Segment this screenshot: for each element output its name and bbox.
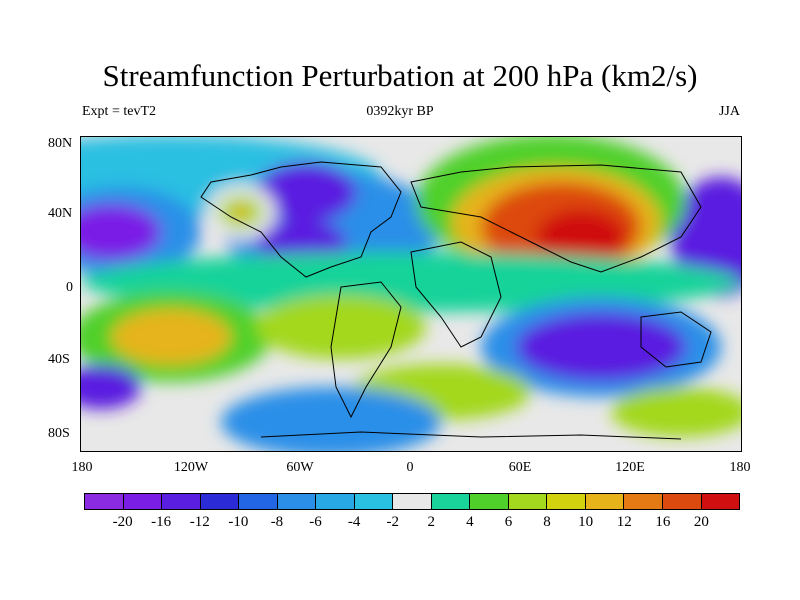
eurasia-coast [410, 164, 702, 273]
colorbar-box [239, 494, 278, 509]
lon-tick-120w: 120W [173, 460, 209, 475]
colorbar-box [200, 494, 240, 509]
colorbar-tick-label: 16 [655, 514, 671, 530]
field-indian-min [516, 313, 686, 381]
lat-tick-40n: 40N [48, 206, 73, 221]
colorbar-box [662, 494, 702, 509]
field-pacific-min [81, 204, 161, 260]
field-antarctic-min [221, 387, 441, 451]
experiment-label: Expt = tevT2 [82, 104, 156, 119]
colorbar-tick-label: 8 [543, 514, 551, 530]
colorbar-tick-label: -2 [386, 514, 399, 530]
colorbar-tick-label: -16 [151, 514, 172, 530]
colorbar-box [547, 494, 586, 509]
colorbar-box [701, 494, 740, 509]
field-west-min [81, 365, 141, 409]
south-america-coast [330, 281, 402, 419]
lat-tick-80n: 80N [48, 136, 73, 151]
streamfunction-map [81, 137, 741, 451]
field-south-pacific-max [111, 309, 231, 365]
colorbar-box [393, 494, 432, 509]
lat-tick-40s: 40S [48, 352, 70, 367]
colorbar-box [316, 494, 355, 509]
colorbar-tick-label: -4 [347, 514, 361, 530]
coastlines [200, 161, 712, 440]
colorbar-tick-label: -12 [189, 514, 210, 530]
colorbar-labels: -20 -16 -12 -10 -8 -6 -4 -2 2 4 6 8 10 12 16 20 [0, 514, 800, 534]
lon-tick-60e: 60E [508, 460, 532, 475]
lat-tick-0: 0 [66, 280, 73, 295]
field-south-america-max [256, 295, 426, 359]
field-eurasia-max [536, 209, 626, 265]
map-plot-area [80, 136, 742, 452]
colorbar-box [354, 494, 394, 509]
field-southern-ocean [611, 387, 741, 437]
lon-tick-0: 0 [406, 460, 414, 475]
plot-title: Streamfunction Perturbation at 200 hPa (… [102, 58, 698, 93]
colorbar-tick-label: 2 [427, 514, 436, 530]
australia-coast [640, 311, 712, 368]
colorbar-box [85, 494, 124, 509]
africa-coast [410, 241, 502, 348]
colorbar-tick-label: -6 [309, 514, 322, 530]
lat-tick-80s: 80S [48, 426, 70, 441]
lon-tick-60w: 60W [286, 460, 314, 475]
colorbar-tick-label: 10 [578, 514, 594, 530]
colorbar-tick-label: -20 [112, 514, 133, 530]
colorbar-box [470, 494, 509, 509]
colorbar-box [123, 494, 163, 509]
period-label: 0392kyr BP [366, 104, 434, 119]
colorbar-box [508, 494, 548, 509]
season-label: JJA [718, 104, 740, 119]
lon-tick-180w: 180 [71, 460, 93, 475]
antarctica-coast [260, 431, 682, 440]
field-equatorial-band [81, 252, 741, 312]
colorbar [84, 493, 740, 510]
colorbar-tick-label: 12 [616, 514, 632, 530]
field-canada-min [256, 162, 356, 222]
colorbar-tick-label: 4 [466, 514, 474, 530]
field-us-min [256, 220, 346, 264]
lon-tick-120e: 120E [615, 460, 645, 475]
lon-tick-180e: 180 [729, 460, 751, 475]
field-na-max-core [231, 205, 251, 219]
colorbar-box [162, 494, 201, 509]
colorbar-tick-label: -8 [270, 514, 284, 530]
colorbar-box [624, 494, 663, 509]
north-america-coast [200, 161, 402, 278]
colorbar-tick-label: 6 [504, 514, 513, 530]
colorbar-box [431, 494, 471, 509]
colorbar-tick-label: 20 [693, 514, 709, 530]
colorbar-box [277, 494, 317, 509]
colorbar-box [585, 494, 625, 509]
colorbar-tick-label: -10 [228, 514, 249, 530]
